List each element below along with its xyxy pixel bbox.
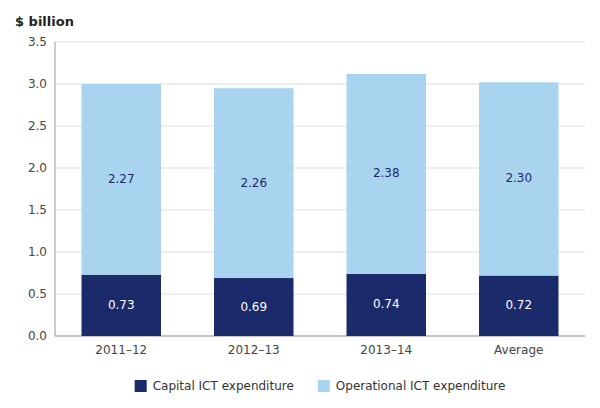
bar — [479, 276, 559, 336]
axes: 0.0 0.5 1.0 1.5 2.0 2.5 3.0 3.5 $ billion 2011–12… — [15, 14, 585, 357]
data-label: 0.73 — [108, 298, 135, 312]
grid — [55, 42, 585, 336]
y-axis-line — [55, 42, 56, 336]
data-label: 2.38 — [373, 166, 400, 180]
data-label: 2.27 — [108, 172, 135, 186]
grid-line — [55, 42, 585, 43]
chart-container: 0.0 0.5 1.0 1.5 2.0 2.5 3.0 3.5 $ billion 2011–12… — [0, 0, 600, 408]
y-tick-label: 2.5 — [28, 119, 47, 133]
data-label: 2.30 — [505, 171, 532, 185]
y-tick-label: 3.0 — [28, 77, 47, 91]
data-label: 2.26 — [240, 176, 267, 190]
legend-swatch — [318, 380, 330, 392]
x-tick-label: 2012–13 — [228, 343, 280, 357]
y-tick-label: 1.5 — [28, 203, 47, 217]
data-label: 0.74 — [373, 297, 400, 311]
bar — [347, 274, 427, 336]
y-tick-label: 2.0 — [28, 161, 47, 175]
bar — [214, 88, 294, 278]
x-tick-label: 2011–12 — [95, 343, 147, 357]
x-tick-label: 2013–14 — [360, 343, 412, 357]
legend-label: Operational ICT expenditure — [336, 379, 505, 393]
bar — [214, 278, 294, 336]
y-tick-label: 1.0 — [28, 245, 47, 259]
y-tick-label: 0.0 — [28, 329, 47, 343]
legend: Capital ICT expenditure Operational ICT e… — [135, 379, 506, 393]
data-label: 0.72 — [505, 298, 532, 312]
data-labels: 0.73 0.69 0.74 0.72 2.27 2.26 2.38 2.30 — [108, 166, 532, 313]
legend-label: Capital ICT expenditure — [153, 379, 294, 393]
bar — [82, 275, 162, 336]
data-label: 0.69 — [240, 300, 267, 314]
bar — [479, 82, 559, 275]
y-tick-label: 0.5 — [28, 287, 47, 301]
y-tick-label: 3.5 — [28, 35, 47, 49]
y-axis-label: $ billion — [15, 14, 74, 29]
chart: 0.0 0.5 1.0 1.5 2.0 2.5 3.0 3.5 $ billion 2011–12… — [0, 0, 600, 408]
bar — [347, 74, 427, 274]
x-tick-label: Average — [494, 343, 543, 357]
bars — [82, 74, 559, 336]
legend-swatch — [135, 380, 147, 392]
bar — [82, 84, 162, 275]
